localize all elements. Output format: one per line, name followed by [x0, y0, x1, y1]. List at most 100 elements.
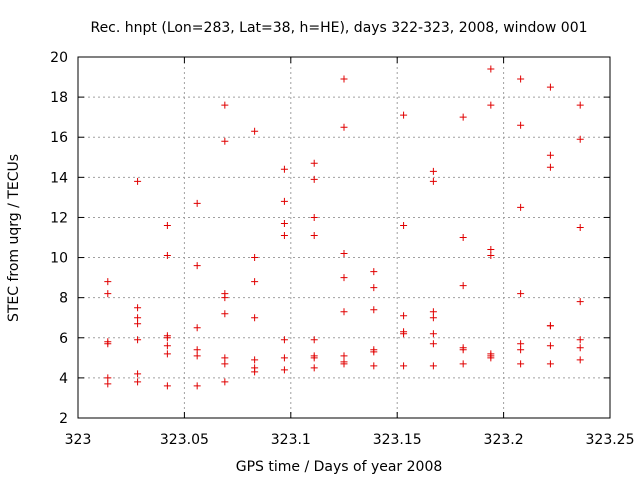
- data-point: [251, 127, 259, 135]
- chart-title: Rec. hnpt (Lon=283, Lat=38, h=HE), days …: [90, 20, 587, 36]
- data-point: [429, 340, 437, 348]
- data-point: [134, 336, 142, 344]
- data-point: [546, 342, 554, 350]
- data-point: [340, 250, 348, 258]
- data-point: [400, 330, 408, 338]
- x-tick-label: 323.25: [586, 432, 635, 448]
- data-point: [221, 294, 229, 302]
- data-point: [310, 213, 318, 221]
- data-point: [221, 137, 229, 145]
- data-point: [163, 342, 171, 350]
- data-point: [340, 360, 348, 368]
- data-point: [163, 334, 171, 342]
- plot-frame: [77, 56, 611, 419]
- data-point: [134, 370, 142, 378]
- data-point: [370, 284, 378, 292]
- data-point: [400, 362, 408, 370]
- data-point: [459, 346, 467, 354]
- x-tick-label: 323.2: [484, 432, 524, 448]
- data-point: [429, 330, 437, 338]
- data-point: [163, 221, 171, 229]
- data-point: [370, 268, 378, 276]
- data-point: [104, 340, 112, 348]
- data-point: [134, 314, 142, 322]
- data-point: [370, 306, 378, 314]
- data-point: [134, 378, 142, 386]
- data-point: [134, 177, 142, 185]
- data-point: [134, 320, 142, 328]
- data-point: [163, 252, 171, 260]
- y-axis-label: STEC from uqrg / TECUs: [6, 154, 22, 322]
- data-point: [340, 308, 348, 316]
- data-point: [310, 364, 318, 372]
- data-point: [221, 354, 229, 362]
- data-point: [340, 75, 348, 83]
- data-point: [280, 366, 288, 374]
- data-point: [487, 252, 495, 260]
- data-point: [517, 340, 525, 348]
- data-point: [576, 101, 584, 109]
- data-point: [193, 324, 201, 332]
- data-point: [163, 382, 171, 390]
- data-point: [487, 246, 495, 254]
- data-point: [163, 350, 171, 358]
- data-point: [310, 159, 318, 167]
- data-point: [251, 278, 259, 286]
- data-point: [400, 221, 408, 229]
- y-tick-label: 8: [59, 291, 68, 307]
- data-point: [546, 322, 554, 330]
- x-tick-label: 323.05: [160, 432, 209, 448]
- data-point: [429, 167, 437, 175]
- data-point: [221, 101, 229, 109]
- data-point: [429, 314, 437, 322]
- data-point: [251, 356, 259, 364]
- data-point: [370, 362, 378, 370]
- data-point: [517, 75, 525, 83]
- data-point: [576, 223, 584, 231]
- data-point: [429, 308, 437, 316]
- data-point: [310, 175, 318, 183]
- data-point: [459, 234, 467, 241]
- data-point: [193, 382, 201, 390]
- data-point: [221, 310, 229, 318]
- y-tick-label: 14: [50, 170, 68, 186]
- data-point: [310, 336, 318, 344]
- data-point: [429, 362, 437, 370]
- data-point: [280, 336, 288, 344]
- data-point: [310, 231, 318, 239]
- data-point: [104, 374, 112, 382]
- data-point: [280, 231, 288, 239]
- data-point: [340, 274, 348, 282]
- data-point: [517, 121, 525, 129]
- x-tick-labels: 323 323.05 323.1 323.15 323.2 323.25: [65, 432, 635, 448]
- data-point: [104, 278, 112, 286]
- data-point: [546, 163, 554, 171]
- data-point: [251, 314, 259, 322]
- data-point: [487, 354, 495, 362]
- data-point: [193, 352, 201, 360]
- data-point: [576, 356, 584, 364]
- data-point: [251, 254, 259, 262]
- y-tick-label: 2: [59, 411, 68, 427]
- data-point: [280, 197, 288, 205]
- data-point: [104, 380, 112, 388]
- data-point: [546, 360, 554, 368]
- grid-lines: [78, 57, 610, 418]
- data-point: [576, 344, 584, 352]
- data-point: [459, 282, 467, 290]
- data-point: [310, 354, 318, 362]
- data-point: [280, 354, 288, 362]
- data-point: [104, 290, 112, 298]
- x-tick-label: 323: [65, 432, 92, 448]
- data-point: [340, 123, 348, 131]
- data-point: [429, 177, 437, 185]
- data-point: [134, 304, 142, 312]
- data-point: [576, 298, 584, 306]
- data-point: [400, 312, 408, 320]
- data-point: [193, 262, 201, 270]
- data-point: [280, 165, 288, 173]
- data-point: [221, 360, 229, 368]
- x-axis-label: GPS time / Days of year 2008: [236, 459, 443, 475]
- y-tick-label: 4: [59, 371, 68, 387]
- data-point: [370, 348, 378, 356]
